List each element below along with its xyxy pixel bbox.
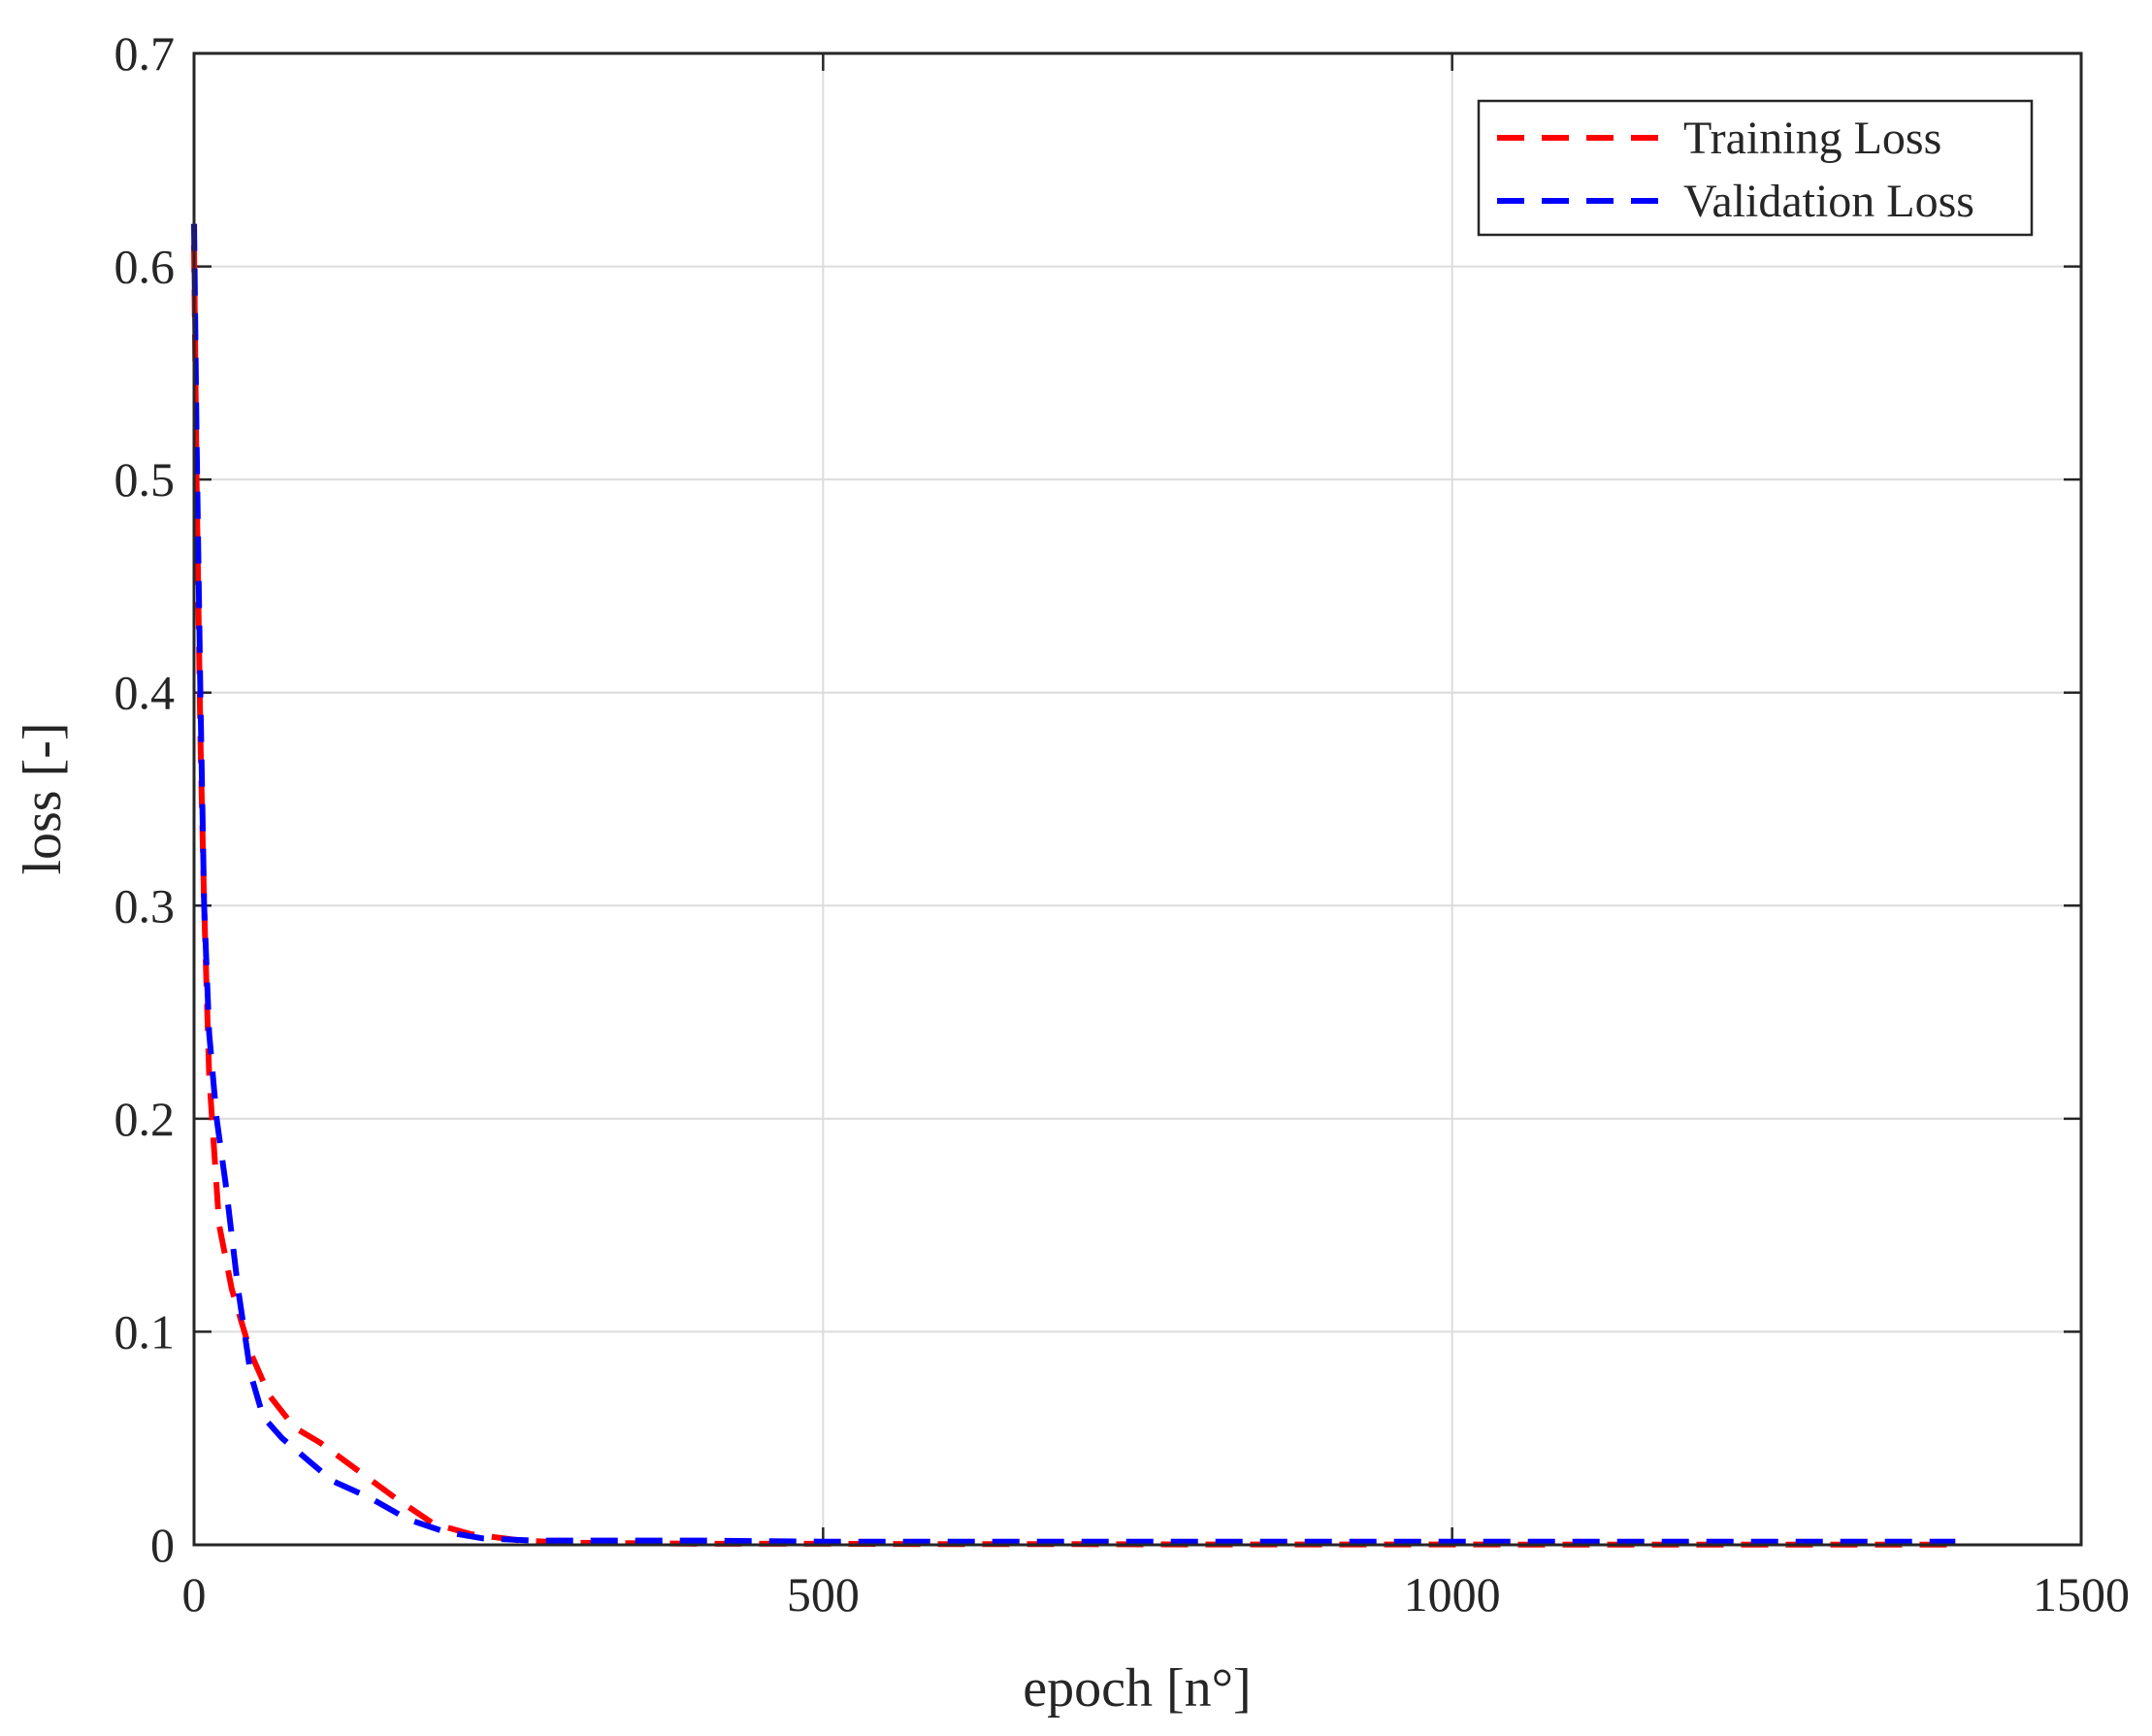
x-tick-label: 0 [182, 1567, 207, 1621]
y-tick-label: 0.3 [114, 878, 176, 933]
y-axis-title: loss [-] [13, 722, 73, 874]
y-tick-label: 0.2 [114, 1092, 176, 1146]
y-tick-label: 0.6 [114, 240, 176, 294]
y-tick-label: 0.5 [114, 452, 176, 507]
y-tick-label: 0.1 [114, 1304, 176, 1359]
x-axis-title: epoch [n°] [1023, 1658, 1251, 1719]
grid-lines [194, 53, 2081, 1545]
legend-label-training: Training Loss [1683, 113, 1941, 164]
legend-label-validation: Validation Loss [1683, 176, 1974, 227]
legend: Training Loss Validation Loss [1477, 99, 2034, 237]
plot-frame [192, 51, 2083, 1547]
plot-area [194, 53, 2081, 1545]
x-tick-label: 1500 [2033, 1567, 2130, 1621]
x-tick-label: 1000 [1404, 1567, 1501, 1621]
y-tick-label: 0.4 [114, 666, 176, 720]
series-line-validation-loss [191, 223, 1956, 1545]
y-tick-label: 0 [150, 1518, 175, 1572]
x-tick-label: 500 [787, 1567, 860, 1621]
tick-labels: 0 500 1000 1500 0 0.1 0.2 0.3 0.4 0.5 0.6 0.7 [114, 26, 2131, 1621]
y-tick-label: 0.7 [114, 26, 176, 81]
legend-box [1477, 99, 2034, 237]
